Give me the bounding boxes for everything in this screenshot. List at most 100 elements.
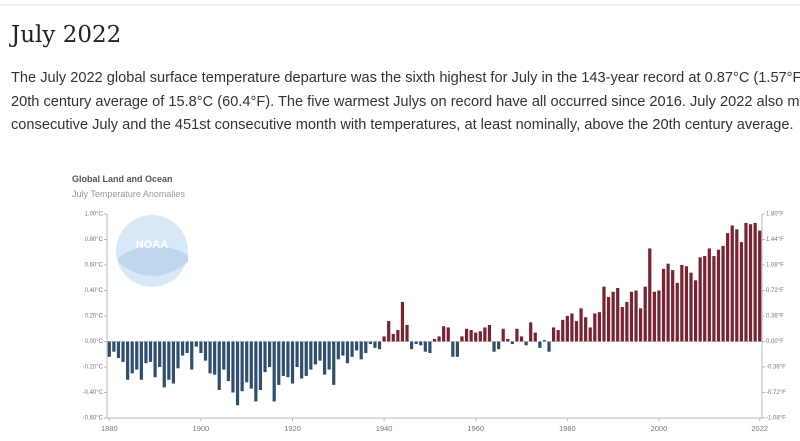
bar (158, 341, 162, 367)
bar (300, 341, 304, 379)
bar (116, 341, 121, 359)
bar (194, 341, 198, 347)
bar (497, 341, 501, 350)
bar (268, 341, 272, 367)
bar (675, 282, 679, 342)
bar (281, 341, 285, 376)
bar (538, 341, 542, 348)
bar (469, 330, 473, 342)
bar (345, 341, 350, 364)
bar (602, 286, 606, 342)
bar (180, 341, 185, 356)
bar (313, 341, 318, 365)
bar (739, 242, 743, 342)
bar (501, 328, 505, 342)
bar (107, 341, 111, 357)
bar (176, 341, 180, 369)
bar (295, 341, 299, 367)
bar (355, 341, 359, 351)
bar (442, 326, 446, 342)
bar (492, 341, 496, 352)
y-tick-label: 0.20°C (85, 314, 104, 320)
x-tick-label: 1900 (193, 424, 210, 433)
bar (162, 341, 166, 388)
bar (327, 341, 331, 370)
bar (373, 341, 377, 348)
bar (753, 222, 757, 342)
bar (135, 341, 139, 370)
bar (387, 321, 391, 342)
bar (277, 341, 281, 385)
bar (593, 313, 597, 342)
bar (213, 341, 217, 375)
bar (185, 341, 189, 353)
plot: 1.00°C 0.80°C 0.60°C 0.40°C 0.20°C 0.00°C -0.2… (83, 212, 786, 433)
bar (639, 308, 643, 342)
bar (542, 340, 547, 342)
bar (409, 341, 414, 350)
bar (405, 324, 409, 342)
bar (368, 341, 372, 345)
x-tick-label: 2000 (651, 424, 668, 433)
x-tick-label: 1980 (559, 424, 576, 433)
bar (620, 307, 624, 342)
bar (657, 290, 661, 342)
bar (529, 322, 533, 342)
bar (400, 301, 405, 342)
bar (290, 341, 295, 384)
bar (226, 341, 230, 382)
x-tick-label: 1880 (101, 424, 118, 433)
y2-tick-label: 1.44°F (766, 237, 784, 243)
bar (721, 245, 725, 342)
bar (588, 327, 592, 342)
bar (565, 316, 569, 342)
x-tick-label: 1920 (284, 424, 301, 433)
chart-subtitle: July Temperature Anomalies (72, 189, 185, 199)
bar (616, 287, 620, 342)
bar (263, 341, 267, 373)
bar (748, 224, 753, 342)
bar (533, 332, 537, 342)
bar (171, 341, 176, 384)
bar (574, 321, 579, 342)
bar (144, 341, 148, 364)
paragraph-line: The July 2022 global surface temperature… (11, 70, 800, 86)
bar (703, 256, 707, 342)
y2-tick-label: 0.72°F (766, 288, 784, 294)
bar (208, 341, 212, 374)
paragraph-line: 20th century average of 15.8°C (60.4°F).… (11, 94, 800, 110)
bar (570, 313, 574, 342)
bar (726, 233, 730, 342)
bar (121, 341, 125, 362)
y2-tick-label: 1.80°F (766, 212, 784, 218)
bar (446, 327, 450, 342)
bar (629, 291, 634, 342)
bar (364, 341, 368, 353)
bar (693, 280, 698, 342)
y-tick-label: -0.20°C (83, 365, 104, 371)
bar (304, 341, 308, 376)
bar (130, 341, 134, 374)
bar (689, 272, 693, 342)
bar (419, 341, 423, 346)
bar (561, 319, 565, 342)
y-tick-label: 0.80°C (85, 237, 104, 243)
bar (391, 333, 395, 342)
bar (451, 341, 455, 357)
bar (203, 341, 208, 361)
bar (153, 341, 157, 378)
bar (309, 341, 313, 370)
logo-circle (116, 215, 188, 287)
bar (547, 341, 551, 352)
bar (712, 256, 716, 342)
bar (382, 336, 386, 342)
bar (199, 341, 203, 353)
bar (597, 312, 601, 342)
logo-text: NOAA (136, 239, 168, 251)
bar (625, 301, 629, 342)
bar (249, 341, 253, 389)
bar (515, 328, 519, 342)
y-tick-label: 1.00°C (85, 212, 104, 218)
bar (222, 341, 226, 370)
x-tick-label: 2022 (751, 424, 768, 433)
